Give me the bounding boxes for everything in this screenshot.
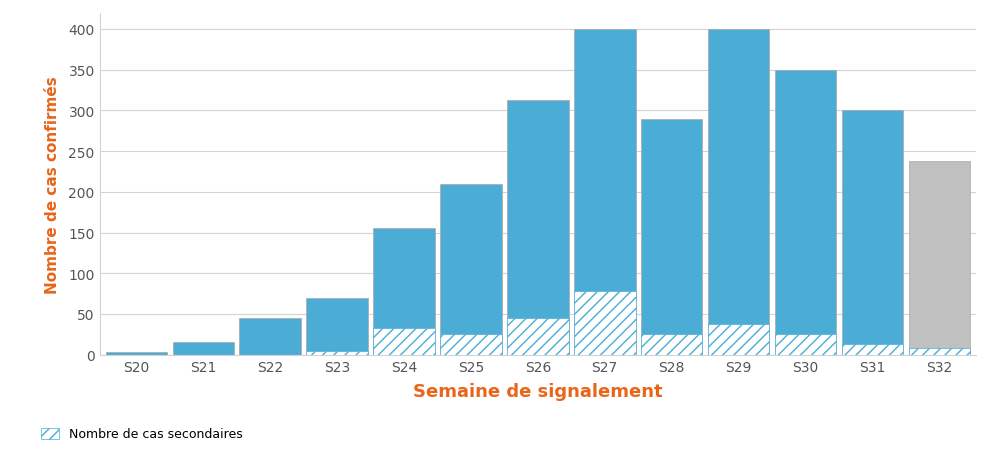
Y-axis label: Nombre de cas confirmés: Nombre de cas confirmés [45, 76, 60, 293]
Bar [908, 349, 970, 355]
Legend: Nombre de cas secondaires: Nombre de cas secondaires [36, 423, 248, 445]
Bar [708, 30, 769, 355]
X-axis label: Semaine de signalement: Semaine de signalement [413, 382, 662, 400]
Bar [440, 184, 502, 355]
Bar [239, 318, 301, 355]
Bar [908, 162, 970, 355]
Bar [106, 353, 167, 355]
Bar [374, 229, 435, 355]
Bar [574, 292, 635, 355]
Bar [775, 71, 837, 355]
Bar [640, 119, 702, 355]
Bar [374, 328, 435, 355]
Bar [507, 318, 569, 355]
Bar [842, 111, 903, 355]
Bar [775, 334, 837, 355]
Bar [440, 334, 502, 355]
Bar [842, 344, 903, 355]
Bar [708, 324, 769, 355]
Bar [172, 343, 234, 355]
Bar [574, 30, 635, 355]
Bar [640, 334, 702, 355]
Bar [507, 101, 569, 355]
Bar [307, 298, 368, 355]
Bar [307, 351, 368, 355]
